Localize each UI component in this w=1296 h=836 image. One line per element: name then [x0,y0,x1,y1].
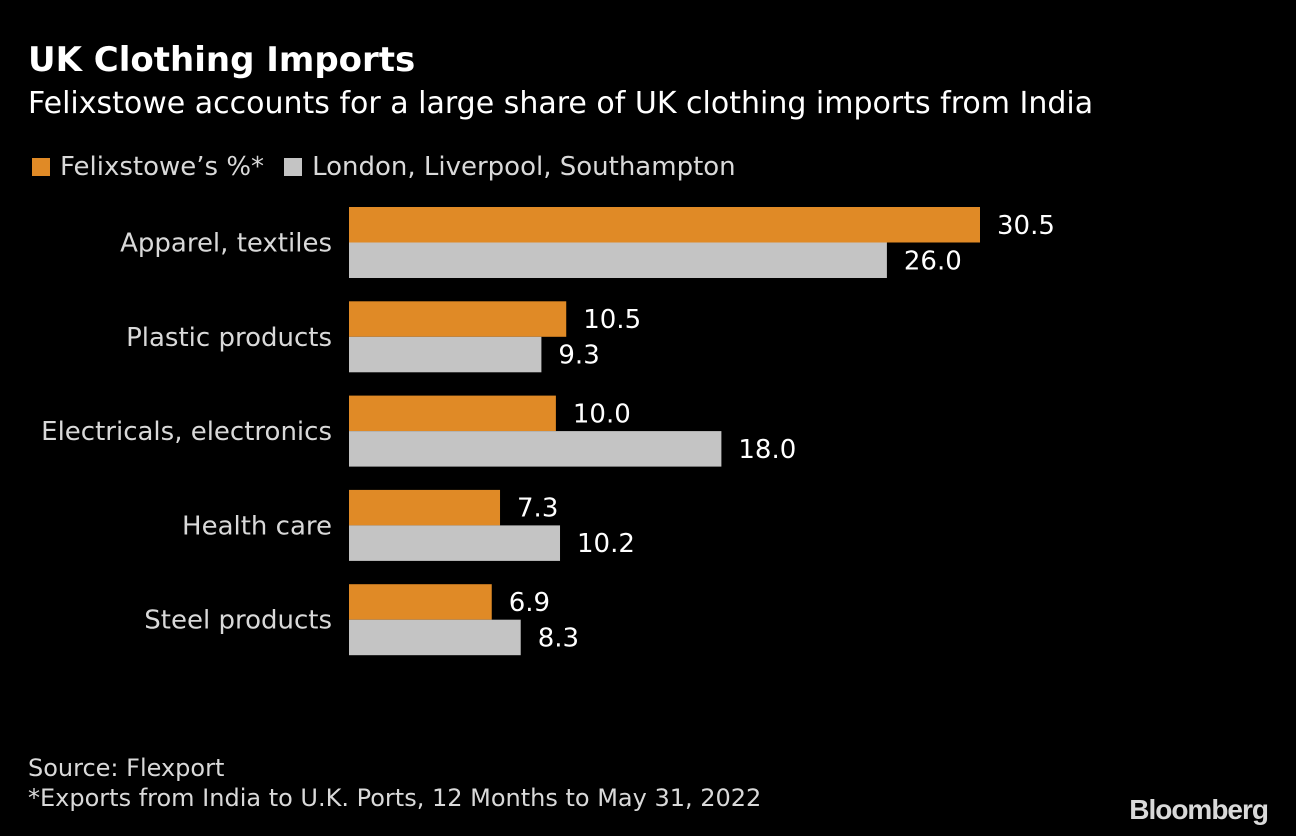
bar-other-ports [349,431,722,467]
bar-felixstowe [349,489,501,526]
bar-other-ports [349,525,561,561]
footnote: *Exports from India to U.K. Ports, 12 Mo… [28,784,762,812]
bar-felixstowe [349,584,492,620]
data-label: 10.2 [577,529,635,559]
category-label: Health care [182,511,332,541]
bar-felixstowe [349,301,567,337]
data-label: 7.3 [517,494,558,524]
bloomberg-logo: Bloomberg [1129,794,1269,825]
legend-label-other-ports: London, Liverpool, Southampton [312,152,736,182]
data-label: 9.3 [558,341,599,371]
bar-other-ports [349,336,542,373]
legend-label-felixstowe: Felixstowe’s %* [60,152,265,182]
data-label: 26.0 [904,246,962,276]
category-label: Apparel, textiles [120,229,332,259]
source-note: Source: Flexport [28,754,225,782]
category-label: Electricals, electronics [41,417,332,447]
data-label: 8.3 [538,623,579,653]
data-label: 30.5 [997,211,1055,241]
legend-item-other-ports: London, Liverpool, Southampton [284,152,736,182]
legend-swatch-other-ports [284,158,303,176]
bar-other-ports [349,242,887,278]
bar-felixstowe [349,395,556,432]
data-label: 6.9 [509,588,550,618]
bar-felixstowe [349,207,980,243]
bar-other-ports [349,619,521,656]
category-label: Plastic products [126,323,332,353]
legend-swatch-felixstowe [32,158,50,176]
data-label: 10.5 [583,305,641,335]
chart-subtitle: Felixstowe accounts for a large share of… [28,86,1094,121]
data-label: 10.0 [573,399,631,429]
chart-title: UK Clothing Imports [28,40,416,80]
legend: Felixstowe’s %* London, Liverpool, South… [32,152,756,182]
data-label: 18.0 [738,435,796,465]
legend-item-felixstowe: Felixstowe’s %* [32,152,264,182]
category-label: Steel products [144,606,332,636]
